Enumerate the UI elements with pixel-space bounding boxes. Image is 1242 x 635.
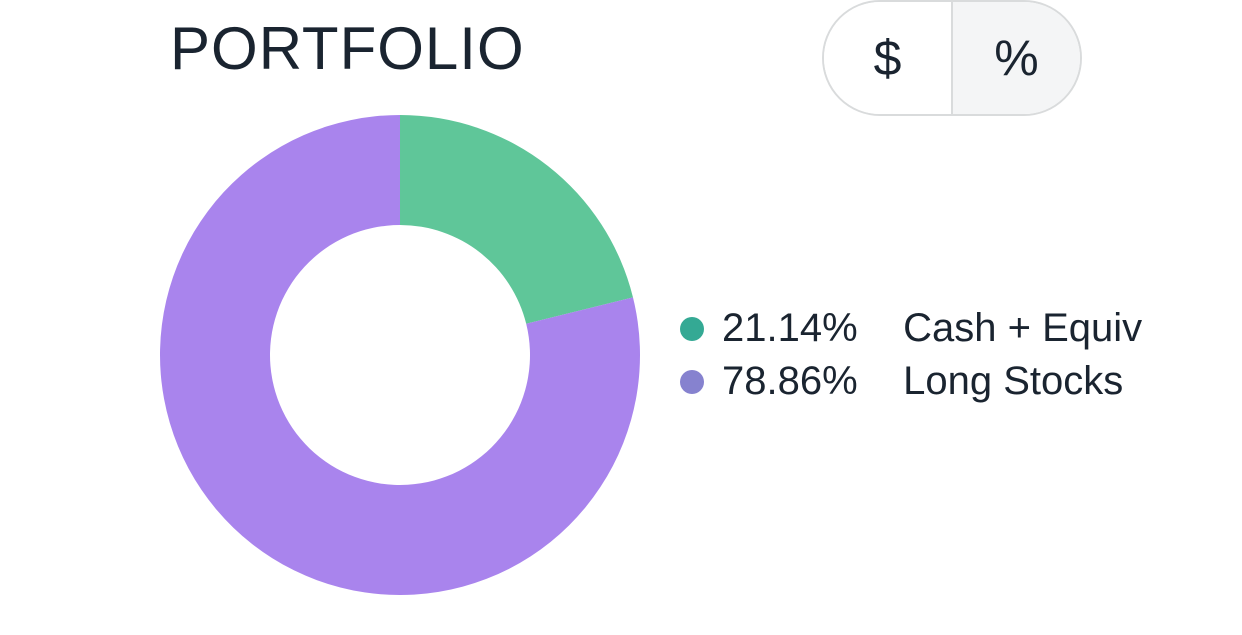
donut-chart: [160, 115, 640, 595]
legend-item-0: 21.14% Cash + Equiv: [680, 306, 1142, 351]
legend-item-1: 78.86% Long Stocks: [680, 359, 1142, 404]
legend-dot-icon: [680, 370, 704, 394]
legend-name: Long Stocks: [903, 359, 1123, 403]
toggle-percent-button[interactable]: %: [953, 2, 1080, 114]
donut-slice-0: [400, 115, 633, 324]
legend-name: Cash + Equiv: [903, 306, 1142, 350]
legend-percent: 21.14%: [722, 306, 892, 351]
page-title: PORTFOLIO: [170, 14, 525, 83]
legend-percent: 78.86%: [722, 359, 892, 404]
chart-legend: 21.14% Cash + Equiv78.86% Long Stocks: [680, 306, 1142, 404]
toggle-dollar-button[interactable]: $: [824, 2, 951, 114]
legend-label: 21.14% Cash + Equiv: [722, 306, 1142, 351]
legend-dot-icon: [680, 317, 704, 341]
unit-toggle-group: $ %: [822, 0, 1082, 116]
legend-label: 78.86% Long Stocks: [722, 359, 1123, 404]
